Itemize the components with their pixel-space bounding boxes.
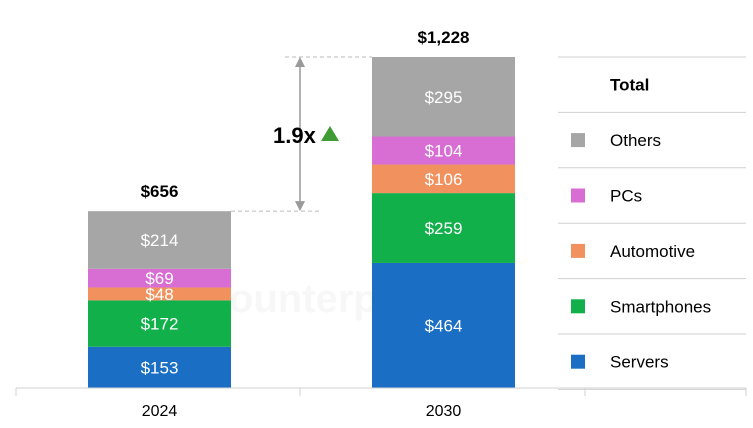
data-label-smartphones-2030: $259 [425,219,463,238]
growth-arrowhead-down [295,201,305,212]
x-axis: 2024 2030 [15,387,747,420]
bar-segment-automotive-2030 [372,164,515,194]
total-label-2024: $656 [141,182,179,201]
legend: Total Others PCs Automotive Smartphones Serve… [558,56,746,390]
legend-label-servers: Servers [610,353,669,372]
bar-segment-automotive-2024 [88,287,231,301]
legend-swatch-others [571,133,585,148]
legend-label-pcs: PCs [610,187,642,206]
data-label-automotive-2024: $48 [145,285,173,304]
x-tick-label-2024: 2024 [142,403,178,420]
total-label-2030: $1,228 [418,28,470,47]
bar-segment-pcs-2030 [372,136,515,165]
legend-swatch-servers [571,354,585,369]
data-label-others-2024: $214 [141,231,179,250]
growth-multiplier-label: 1.9x [273,123,317,148]
growth-up-triangle-icon [321,126,339,141]
legend-swatch-automotive [571,243,585,258]
data-label-pcs-2030: $104 [425,142,463,161]
bar-segment-smartphones-2030 [372,193,515,263]
growth-arrowhead-up [295,57,305,67]
bars [88,57,515,388]
data-label-smartphones-2024: $172 [141,315,179,334]
legend-swatch-smartphones [571,299,585,314]
bar-segment-servers-2030 [372,262,515,388]
legend-label-automotive: Automotive [610,242,695,261]
data-label-pcs-2024: $69 [145,269,173,288]
data-label-automotive-2030: $106 [425,170,463,189]
growth-annotation: 1.9x [231,56,372,212]
legend-label-smartphones: Smartphones [610,297,711,316]
bar-segment-pcs-2024 [88,268,231,288]
bar-segment-servers-2024 [88,346,231,388]
x-tick-label-2030: 2030 [426,403,462,420]
bar-labels: $153 $172 $48$69 $214 $656 $464 $259 $106 $104 $2… [141,28,470,377]
legend-label-others: Others [610,131,661,150]
bar-segment-smartphones-2024 [88,300,231,347]
bar-segment-others-2024 [88,211,231,269]
legend-swatch-pcs [571,188,585,203]
bar-segment-others-2030 [372,57,515,137]
data-label-others-2030: $295 [425,88,463,107]
data-label-servers-2024: $153 [141,358,179,377]
data-label-servers-2030: $464 [425,316,463,335]
legend-title: Total [610,76,649,95]
